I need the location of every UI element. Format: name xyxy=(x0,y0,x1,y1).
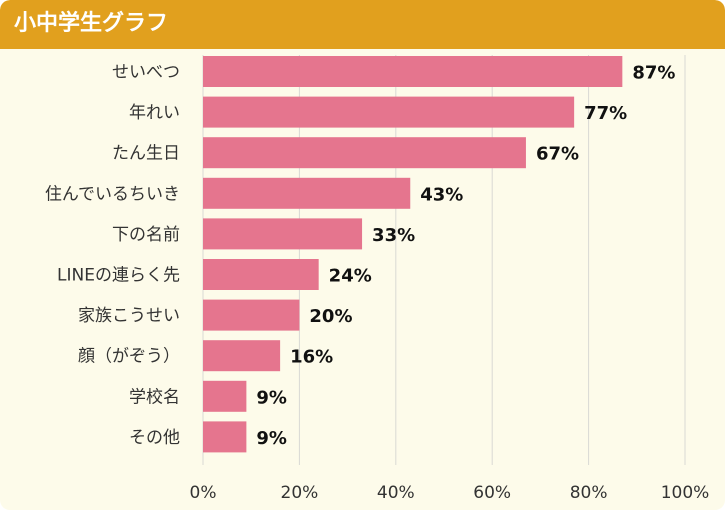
value-label: 67% xyxy=(536,144,579,165)
category-label: 年れい xyxy=(129,103,180,123)
x-tick-label: 80% xyxy=(570,483,608,503)
value-label: 16% xyxy=(290,347,333,368)
bar xyxy=(203,96,575,128)
bar xyxy=(203,421,247,453)
category-label: 学校名 xyxy=(129,387,180,407)
bar xyxy=(203,259,319,290)
chart-title: 小中学生グラフ xyxy=(14,11,169,36)
value-label: 87% xyxy=(632,63,675,84)
value-label: 43% xyxy=(420,184,463,205)
category-label: 家族こうせい xyxy=(78,306,180,326)
category-label: その他 xyxy=(129,428,180,448)
value-label: 24% xyxy=(329,266,372,287)
bar xyxy=(203,137,526,169)
x-tick-label: 100% xyxy=(661,483,710,503)
x-tick-label: 20% xyxy=(281,483,319,503)
value-label: 33% xyxy=(372,225,415,246)
category-label: LINEの連らく先 xyxy=(57,266,180,286)
category-label: 下の名前 xyxy=(112,225,180,245)
bar xyxy=(203,340,281,372)
category-label: 住んでいるちいき xyxy=(45,184,180,204)
category-label: たん生日 xyxy=(112,144,180,164)
chart-header: 小中学生グラフ xyxy=(0,0,725,49)
bar xyxy=(203,218,363,250)
category-label: 顔（がぞう） xyxy=(78,347,180,367)
value-label: 9% xyxy=(256,428,287,449)
bar xyxy=(203,177,411,209)
bar xyxy=(203,56,623,87)
value-label: 77% xyxy=(584,103,627,124)
x-tick-label: 0% xyxy=(190,483,217,503)
bar xyxy=(203,380,247,412)
x-tick-label: 40% xyxy=(377,483,415,503)
value-label: 9% xyxy=(256,387,287,408)
bar xyxy=(203,299,300,331)
value-label: 20% xyxy=(309,306,352,327)
category-label: せいべつ xyxy=(112,63,180,83)
x-tick-label: 60% xyxy=(473,483,511,503)
